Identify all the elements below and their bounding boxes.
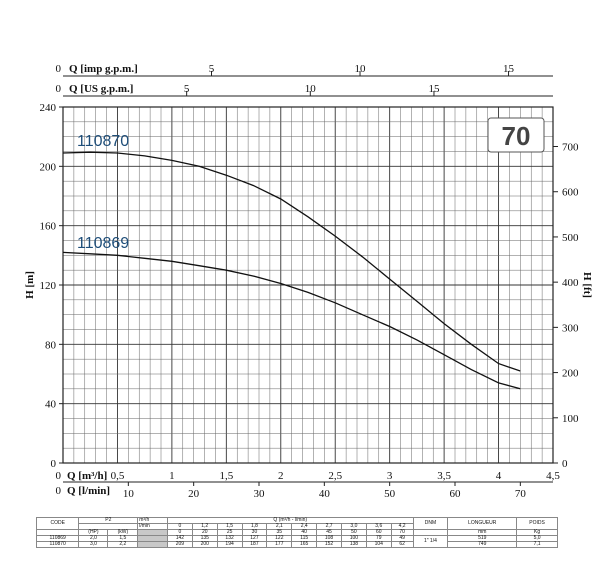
row-dnm: 1" 1/4 xyxy=(412,535,449,548)
header-dnm: DNM xyxy=(412,517,449,530)
us-gpm-tick-label: 10 xyxy=(305,83,317,95)
pump-spec-table: CODE P2 m³/h Q (m³/h - l/min) DNM LONGUE… xyxy=(35,517,558,548)
chart-axes xyxy=(59,71,558,486)
bottom-origin-label: 0 xyxy=(56,470,62,482)
row-h: 152 xyxy=(316,541,342,548)
row-h: 165 xyxy=(291,541,318,548)
imp-gpm-tick-label: 5 xyxy=(209,63,215,75)
row-h: 62 xyxy=(390,541,414,548)
bottom-tick-label: 3,5 xyxy=(437,470,451,482)
table-header-row: CODE P2 m³/h Q (m³/h - l/min) DNM LONGUE… xyxy=(35,517,558,530)
us-gpm-axis-label: Q [US g.p.m.] xyxy=(69,83,133,95)
lmin-axis-label: Q [l/min] xyxy=(67,485,110,497)
row-mm: 749 xyxy=(447,541,518,548)
left-tick-label: 200 xyxy=(40,161,57,173)
lmin-tick-label: 70 xyxy=(515,488,527,500)
bottom-tick-label: 1,5 xyxy=(219,470,233,482)
right-tick-label: 0 xyxy=(562,458,568,470)
right-tick-label: 600 xyxy=(562,187,579,199)
blank-cell xyxy=(137,541,168,548)
imp-gpm-axis-label: Q [imp g.p.m.] xyxy=(69,63,138,75)
series-label-110869: 110869 xyxy=(77,235,129,252)
imp-gpm-origin-label: 0 xyxy=(56,63,62,75)
right-axis-label: H [ft] xyxy=(581,272,593,298)
row-h: 138 xyxy=(340,541,367,548)
row-hp: 3,0 xyxy=(78,541,109,548)
row-h: 209 xyxy=(166,541,193,548)
series-line-110870 xyxy=(62,151,521,372)
right-tick-label: 500 xyxy=(562,232,579,244)
lmin-tick-label: 40 xyxy=(319,488,331,500)
lmin-tick-label: 10 xyxy=(123,488,135,500)
series-label-110870: 110870 xyxy=(77,133,129,150)
imp-gpm-tick-label: 10 xyxy=(355,63,367,75)
bottom-axis-label: Q [m³/h] xyxy=(67,470,107,482)
header-longueur: LONGUEUR xyxy=(447,517,518,530)
row-h: 187 xyxy=(241,541,268,548)
bottom-tick-label: 0,5 xyxy=(111,470,125,482)
us-gpm-tick-label: 5 xyxy=(184,83,190,95)
row-h: 200 xyxy=(191,541,218,548)
chart-grid xyxy=(62,106,554,464)
left-tick-label: 0 xyxy=(51,458,57,470)
header-poids: POIDS xyxy=(516,517,558,530)
left-tick-label: 240 xyxy=(40,102,57,114)
left-tick-label: 80 xyxy=(45,339,57,351)
row-h: 194 xyxy=(216,541,243,548)
right-tick-label: 200 xyxy=(562,368,579,380)
right-tick-label: 100 xyxy=(562,413,579,425)
bottom-tick-label: 1 xyxy=(169,470,175,482)
bottom-tick-label: 4,5 xyxy=(546,470,560,482)
model-badge-box xyxy=(487,117,545,153)
row-h: 104 xyxy=(365,541,392,548)
bottom-tick-label: 2 xyxy=(278,470,284,482)
us-gpm-tick-label: 15 xyxy=(428,83,440,95)
right-tick-label: 400 xyxy=(562,277,579,289)
right-tick-label: 300 xyxy=(562,322,579,334)
row-kw: 2,2 xyxy=(107,541,139,548)
series-line-110869 xyxy=(62,251,521,390)
bottom-tick-label: 3 xyxy=(387,470,393,482)
lmin-tick-label: 20 xyxy=(188,488,200,500)
left-axis-label: H [m] xyxy=(24,271,36,299)
row-h: 177 xyxy=(266,541,293,548)
lmin-tick-label: 30 xyxy=(253,488,265,500)
header-code: CODE xyxy=(35,517,80,530)
imp-gpm-tick-label: 15 xyxy=(503,63,515,75)
bottom-tick-label: 2,5 xyxy=(328,470,342,482)
left-tick-label: 40 xyxy=(45,399,57,411)
lmin-origin-label: 0 xyxy=(56,485,62,497)
us-gpm-origin-label: 0 xyxy=(56,83,62,95)
right-tick-label: 700 xyxy=(562,142,579,154)
chart-series xyxy=(62,151,521,390)
row-kg: 7,1 xyxy=(516,541,558,548)
left-tick-label: 120 xyxy=(40,280,57,292)
bottom-tick-label: 4 xyxy=(496,470,502,482)
left-tick-label: 160 xyxy=(40,221,57,233)
model-badge-text: 70 xyxy=(502,121,531,151)
lmin-tick-label: 50 xyxy=(384,488,396,500)
lmin-tick-label: 60 xyxy=(449,488,461,500)
table-row: 110870 3,0 2,2 209 200 194 187 177 165 1… xyxy=(35,541,558,548)
row-code: 110870 xyxy=(35,541,80,548)
